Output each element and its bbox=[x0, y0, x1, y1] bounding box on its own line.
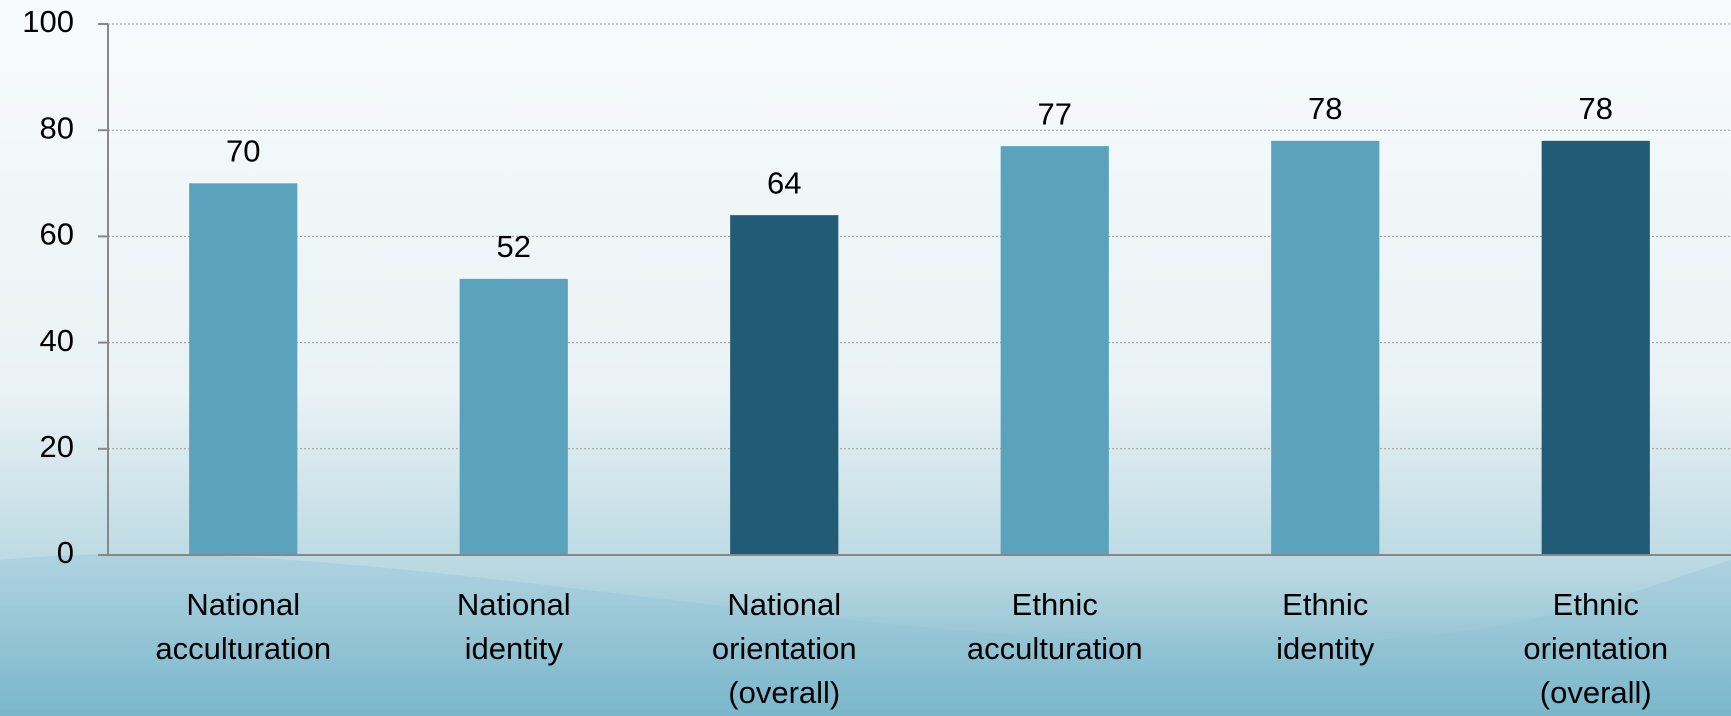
y-tick-label: 20 bbox=[40, 429, 74, 464]
x-tick-label: National identity bbox=[457, 587, 571, 666]
value-label: 70 bbox=[226, 133, 260, 168]
bar bbox=[1271, 140, 1380, 555]
background-wave bbox=[0, 553, 1731, 716]
y-tick-label: 100 bbox=[22, 4, 74, 39]
y-tick-label: 60 bbox=[40, 217, 74, 252]
y-tick-label: 40 bbox=[40, 323, 74, 358]
y-tick-label: 0 bbox=[57, 535, 74, 570]
bar bbox=[730, 215, 839, 555]
x-tick-label: Ethnic orientation (overall) bbox=[1523, 587, 1668, 710]
value-label: 78 bbox=[1308, 91, 1342, 126]
x-tick-label: Ethnic identity bbox=[1276, 587, 1375, 666]
value-label: 78 bbox=[1579, 91, 1613, 126]
bar bbox=[1541, 140, 1650, 555]
value-label: 52 bbox=[497, 229, 531, 264]
x-tick-label: Ethnic acculturation bbox=[967, 587, 1143, 666]
bar bbox=[189, 183, 298, 556]
value-label: 77 bbox=[1038, 96, 1072, 131]
y-tick-label: 80 bbox=[40, 110, 74, 145]
bar bbox=[459, 278, 568, 555]
bar bbox=[1000, 146, 1109, 555]
x-tick-label: National orientation (overall) bbox=[712, 587, 857, 710]
x-tick-label: National acculturation bbox=[155, 587, 331, 666]
value-label: 64 bbox=[767, 165, 801, 200]
